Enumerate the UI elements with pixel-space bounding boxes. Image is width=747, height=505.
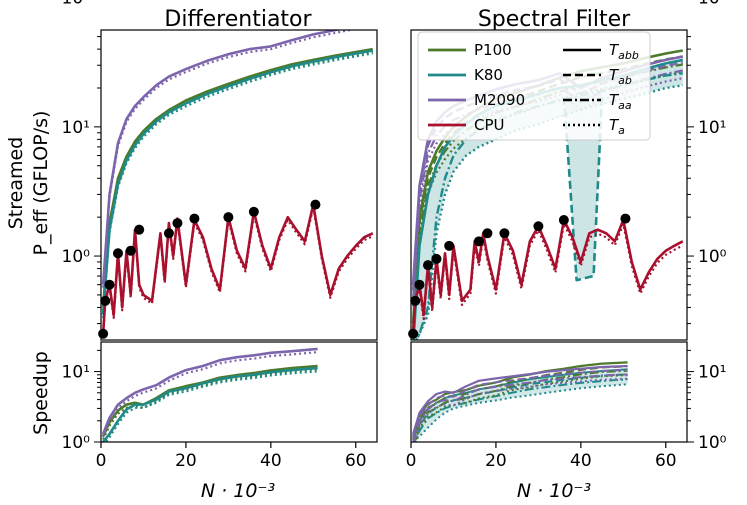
sf-top-y-tick-label: 10⁰ <box>698 247 727 267</box>
diff-cpu-marker <box>98 328 109 339</box>
legend-method-ab-base: T <box>609 66 620 84</box>
diff-cpu-marker <box>248 206 259 217</box>
sf-cpu-marker <box>473 236 484 247</box>
sf-top-y-tick-label: 10¹ <box>698 118 726 138</box>
sf-x-tick-label: 60 <box>655 451 677 471</box>
diff-cpu-marker <box>163 228 174 239</box>
sf-bottom-y-tick-label: 10¹ <box>698 363 726 383</box>
diff-x-tick-label: 0 <box>96 451 107 471</box>
diff-k80-abb-line <box>101 49 374 315</box>
sf-speedup-m2090-a <box>413 377 628 442</box>
sf-bottom-y-tick-label: 10⁰ <box>698 433 727 453</box>
sf-cpu-marker <box>414 279 425 290</box>
diff-cpu-marker <box>104 279 115 290</box>
bottom-y-label: Speedup <box>30 351 52 435</box>
legend-label-k80: K80 <box>474 66 503 84</box>
sf-cpu-marker <box>444 240 455 251</box>
sf-cpu-a-line <box>412 223 684 338</box>
diff-speedup-k80-a <box>104 370 318 442</box>
sf-speedup-k80-band <box>413 369 628 442</box>
sf-cpu-marker <box>620 213 631 224</box>
diff-cpu-marker <box>310 199 321 210</box>
diff-speedup-p100-abb <box>101 364 318 437</box>
diff-speedup-m2090-a <box>102 351 318 438</box>
diff-cpu-marker <box>189 213 200 224</box>
diff-cpu-marker <box>223 212 234 223</box>
sf-top-frame <box>410 29 688 341</box>
legend-method-abb: Tabb <box>609 41 639 62</box>
legend-method-abb-base: T <box>609 41 620 59</box>
right-panel-title: Spectral Filter <box>478 7 631 32</box>
legend-method-a-sub: a <box>618 124 625 137</box>
diff-p100-abb-line <box>101 47 374 308</box>
legend-method-a-base: T <box>609 116 620 134</box>
legend-method-ab: Tab <box>609 66 632 87</box>
legend-label-m2090: M2090 <box>474 91 525 109</box>
diff-m2090-abb-line <box>101 30 343 285</box>
diff-x-tick-label: 60 <box>345 451 367 471</box>
legend-method-abb-sub: abb <box>618 49 639 62</box>
diff-k80-a-line <box>102 52 373 318</box>
diff-cpu-marker <box>100 295 111 306</box>
sf-x-tick-label: 0 <box>406 451 417 471</box>
sf-speedup-m2090-ab <box>412 368 628 439</box>
sf-speedup-m2090-abb <box>412 364 628 435</box>
diff-cpu-abb-line <box>101 203 374 334</box>
sf-cpu-marker <box>410 295 421 306</box>
left-x-label: N · 10⁻³ <box>201 480 275 502</box>
sf-cpu-marker <box>422 260 433 271</box>
marker-layer <box>98 199 631 339</box>
axes-layer: 0 20 40 60 0 20 40 60 10⁰ 10¹ 10² 10⁰ 10¹ 10² 10⁰ 10¹ 10… <box>62 0 727 471</box>
top-y-label-line1: Streamed <box>5 137 27 230</box>
legend-method-aa-base: T <box>609 91 620 109</box>
diff-bottom-frame <box>100 341 378 443</box>
diff-speedup-m2090-abb <box>101 347 318 435</box>
legend: P100 K80 M2090 CPU Tabb Tab Taa Ta <box>417 31 651 141</box>
legend-label-p100: P100 <box>474 41 512 59</box>
diff-top-frame <box>100 29 378 341</box>
legend-method-aa: Taa <box>609 91 632 112</box>
left-panel-title: Differentiator <box>164 7 312 32</box>
sf-speedup-k80-aa <box>414 378 628 442</box>
diff-top-y-tick-label: 10² <box>62 0 90 9</box>
legend-method-ab-sub: ab <box>618 74 632 87</box>
sf-cpu-marker <box>533 221 544 232</box>
diff-cpu-marker <box>112 248 123 259</box>
right-x-label: N · 10⁻³ <box>517 480 591 502</box>
diff-speedup-k80-abb <box>102 366 318 442</box>
sf-speedup-k80-a <box>412 383 628 442</box>
sf-cpu-marker <box>558 215 569 226</box>
top-y-label-line2: P_eff (GFLOP/s) <box>30 111 52 256</box>
sf-cpu-marker <box>482 228 493 239</box>
sf-cpu-marker <box>499 228 510 239</box>
sf-cpu-marker <box>408 328 419 339</box>
sf-top-y-tick-label: 10² <box>698 0 726 9</box>
diff-speedup-p100-a <box>102 368 318 441</box>
legend-method-aa-sub: aa <box>618 99 632 112</box>
diff-p100-a-line <box>102 50 373 311</box>
sf-x-tick-label: 20 <box>485 451 507 471</box>
diff-x-tick-label: 40 <box>260 451 282 471</box>
diff-bottom-y-tick-label: 10¹ <box>62 363 90 383</box>
diff-top-y-tick-label: 10⁰ <box>62 247 91 267</box>
sf-speedup-m2090-aa <box>412 373 628 442</box>
sf-speedup-p100-aa <box>412 369 628 442</box>
diff-cpu-a-line <box>102 206 374 337</box>
legend-label-cpu: CPU <box>474 116 505 134</box>
sf-cpu-abb-line <box>411 218 684 334</box>
diff-cpu-marker <box>172 218 183 229</box>
sf-x-tick-label: 40 <box>570 451 592 471</box>
sf-cpu-marker <box>431 253 442 264</box>
legend-method-a: Ta <box>609 116 625 137</box>
diff-cpu-marker <box>125 245 136 256</box>
sf-bottom-frame <box>410 341 688 443</box>
diff-top-y-tick-label: 10¹ <box>62 118 90 138</box>
diff-m2090-a-line <box>102 30 356 288</box>
sf-speedup-p100-a <box>414 374 628 442</box>
diff-bottom-y-tick-label: 10⁰ <box>62 433 91 453</box>
diff-cpu-marker <box>134 224 145 235</box>
diff-x-tick-label: 20 <box>175 451 197 471</box>
legend-box <box>417 31 651 141</box>
